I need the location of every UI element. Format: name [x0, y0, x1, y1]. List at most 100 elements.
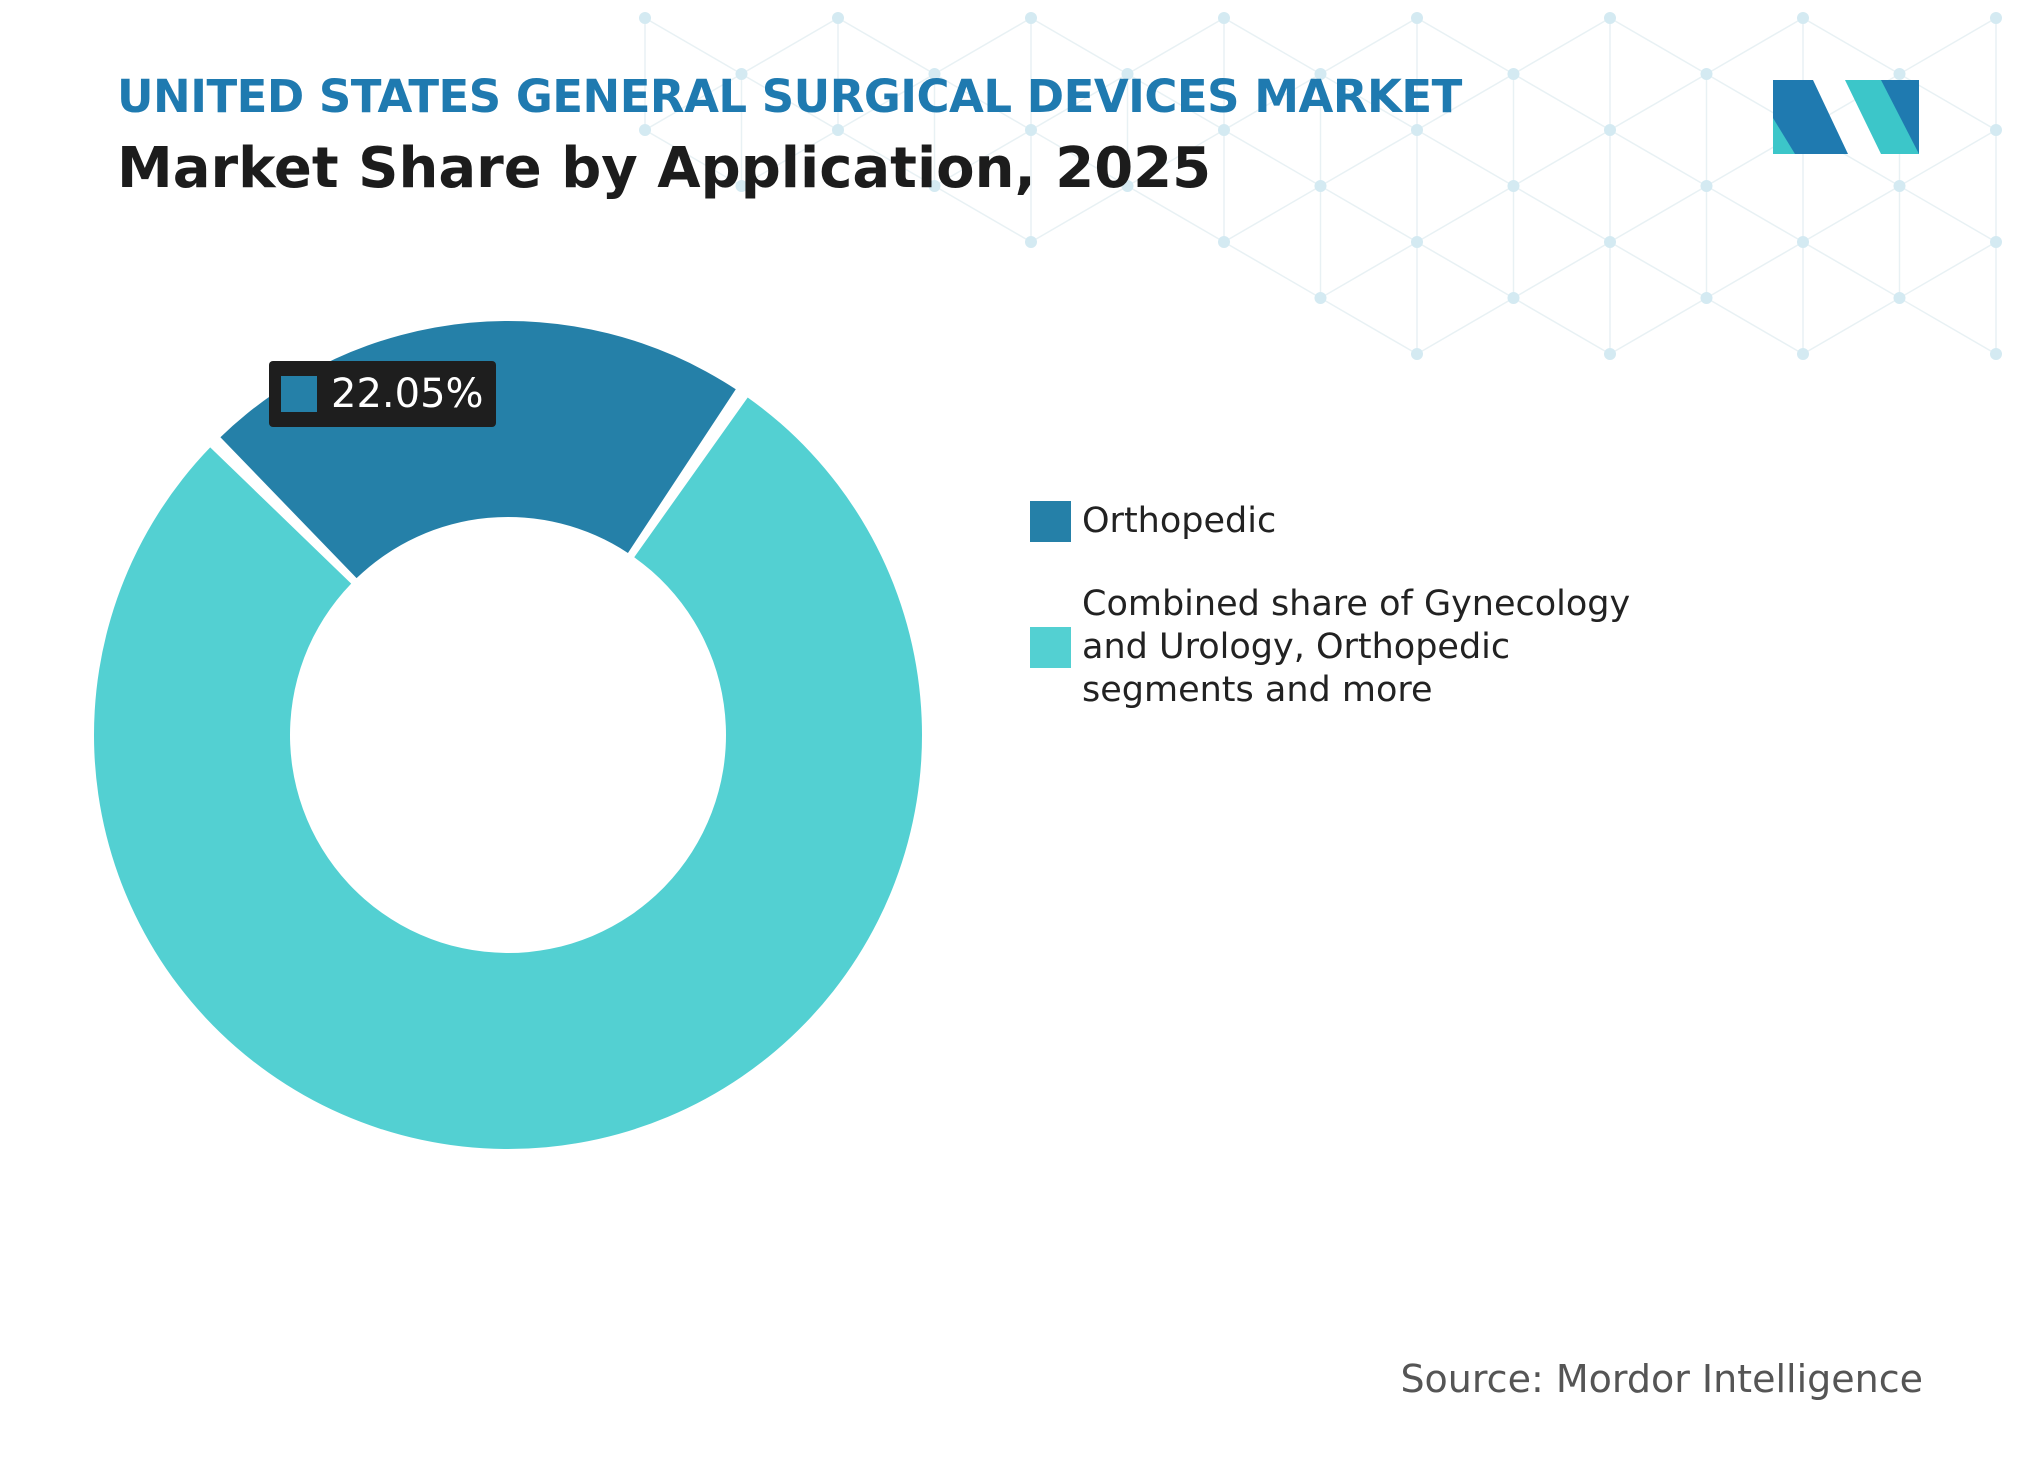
- pattern-line: [1899, 241, 1997, 299]
- pattern-line: [1609, 129, 1707, 187]
- pattern-line: [1513, 73, 1611, 131]
- pattern-line: [1223, 241, 1321, 299]
- pattern-node: [1893, 68, 1906, 80]
- pattern-line: [1416, 297, 1514, 355]
- pattern-line: [1899, 297, 1997, 355]
- pattern-node: [832, 12, 844, 24]
- pattern-node: [1025, 12, 1037, 24]
- pattern-line: [1513, 185, 1611, 243]
- pattern-node: [735, 68, 748, 80]
- pattern-line: [837, 129, 935, 187]
- pattern-line: [1030, 129, 1128, 187]
- pattern-line: [1416, 129, 1514, 187]
- pattern-node: [1604, 236, 1616, 248]
- pattern-line: [1223, 129, 1321, 187]
- pattern-node: [1218, 12, 1230, 24]
- pattern-line: [934, 185, 1032, 243]
- pattern-line: [1030, 73, 1128, 131]
- pattern-node: [1025, 236, 1037, 248]
- pattern-line: [1609, 241, 1707, 299]
- pattern-node: [639, 124, 651, 136]
- pattern-line: [1899, 17, 1997, 75]
- pattern-node: [1411, 12, 1423, 24]
- pattern-line: [1320, 73, 1418, 131]
- pattern-node: [1990, 236, 2002, 248]
- pattern-node: [1507, 68, 1520, 80]
- pattern-node: [1507, 292, 1520, 304]
- pattern-node: [1411, 124, 1423, 136]
- pattern-line: [1416, 17, 1514, 75]
- slice-other: [94, 397, 922, 1150]
- pattern-line: [1802, 241, 1900, 299]
- pattern-line: [1609, 17, 1707, 75]
- pattern-line: [1899, 185, 1997, 243]
- pattern-line: [1706, 297, 1804, 355]
- pattern-line: [1223, 17, 1321, 75]
- background-hex-pattern: [639, 12, 2002, 360]
- pattern-line: [934, 73, 1032, 131]
- pattern-line: [837, 17, 935, 75]
- pattern-line: [1030, 185, 1128, 243]
- pattern-node: [1604, 12, 1616, 24]
- logo-right-dark-shape: [1881, 80, 1919, 154]
- pattern-node: [1411, 348, 1423, 360]
- pattern-line: [837, 73, 935, 131]
- legend-item-other: Combined share of Gynecology and Urology…: [1030, 583, 1730, 712]
- pattern-line: [1320, 297, 1418, 355]
- pattern-line: [934, 129, 1032, 187]
- pattern-line: [1802, 297, 1900, 355]
- pattern-line: [1127, 17, 1225, 75]
- pattern-line: [644, 73, 742, 131]
- pattern-line: [1513, 17, 1611, 75]
- pattern-line: [1416, 185, 1514, 243]
- data-label-swatch: [281, 376, 317, 412]
- pattern-line: [1802, 17, 1900, 75]
- legend-item-orthopedic: Orthopedic: [1030, 500, 1730, 543]
- pattern-line: [1513, 241, 1611, 299]
- pattern-node: [1218, 236, 1230, 248]
- pattern-node: [1411, 236, 1423, 248]
- data-label-orthopedic: 22.05%: [269, 361, 496, 427]
- pattern-line: [1127, 129, 1225, 187]
- pattern-line: [741, 73, 839, 131]
- pattern-node: [1121, 180, 1134, 192]
- pattern-node: [1314, 292, 1327, 304]
- mordor-intelligence-logo-icon: [1773, 80, 1919, 154]
- pattern-node: [928, 180, 941, 192]
- pattern-line: [644, 129, 742, 187]
- pattern-line: [1320, 241, 1418, 299]
- legend-swatch-orthopedic: [1030, 501, 1071, 542]
- pattern-node: [735, 180, 748, 192]
- pattern-line: [1223, 73, 1321, 131]
- pattern-node: [1990, 124, 2002, 136]
- pattern-line: [1513, 297, 1611, 355]
- pattern-line: [1223, 185, 1321, 243]
- pattern-node: [1700, 180, 1713, 192]
- pattern-node: [1990, 348, 2002, 360]
- pattern-line: [1802, 185, 1900, 243]
- chart-legend: Orthopedic Combined share of Gynecology …: [1030, 500, 1730, 752]
- pattern-node: [1893, 180, 1906, 192]
- pattern-line: [1609, 185, 1707, 243]
- pattern-node: [1797, 236, 1809, 248]
- pattern-node: [1121, 68, 1134, 80]
- pattern-node: [832, 124, 844, 136]
- chart-supertitle: UNITED STATES GENERAL SURGICAL DEVICES M…: [117, 70, 1462, 123]
- pattern-node: [1893, 292, 1906, 304]
- pattern-line: [1320, 129, 1418, 187]
- pattern-line: [1706, 241, 1804, 299]
- legend-label-orthopedic: Orthopedic: [1082, 501, 1277, 541]
- pattern-node: [1314, 68, 1327, 80]
- pattern-node: [1025, 124, 1037, 136]
- pattern-node: [1797, 348, 1809, 360]
- pattern-node: [1990, 12, 2002, 24]
- pattern-node: [928, 68, 941, 80]
- source-note: Source: Mordor Intelligence: [1400, 1357, 1923, 1401]
- pattern-line: [1706, 185, 1804, 243]
- pattern-line: [1609, 297, 1707, 355]
- pattern-line: [741, 129, 839, 187]
- pattern-line: [1416, 241, 1514, 299]
- pattern-line: [1320, 17, 1418, 75]
- pattern-node: [1507, 180, 1520, 192]
- pattern-line: [1609, 73, 1707, 131]
